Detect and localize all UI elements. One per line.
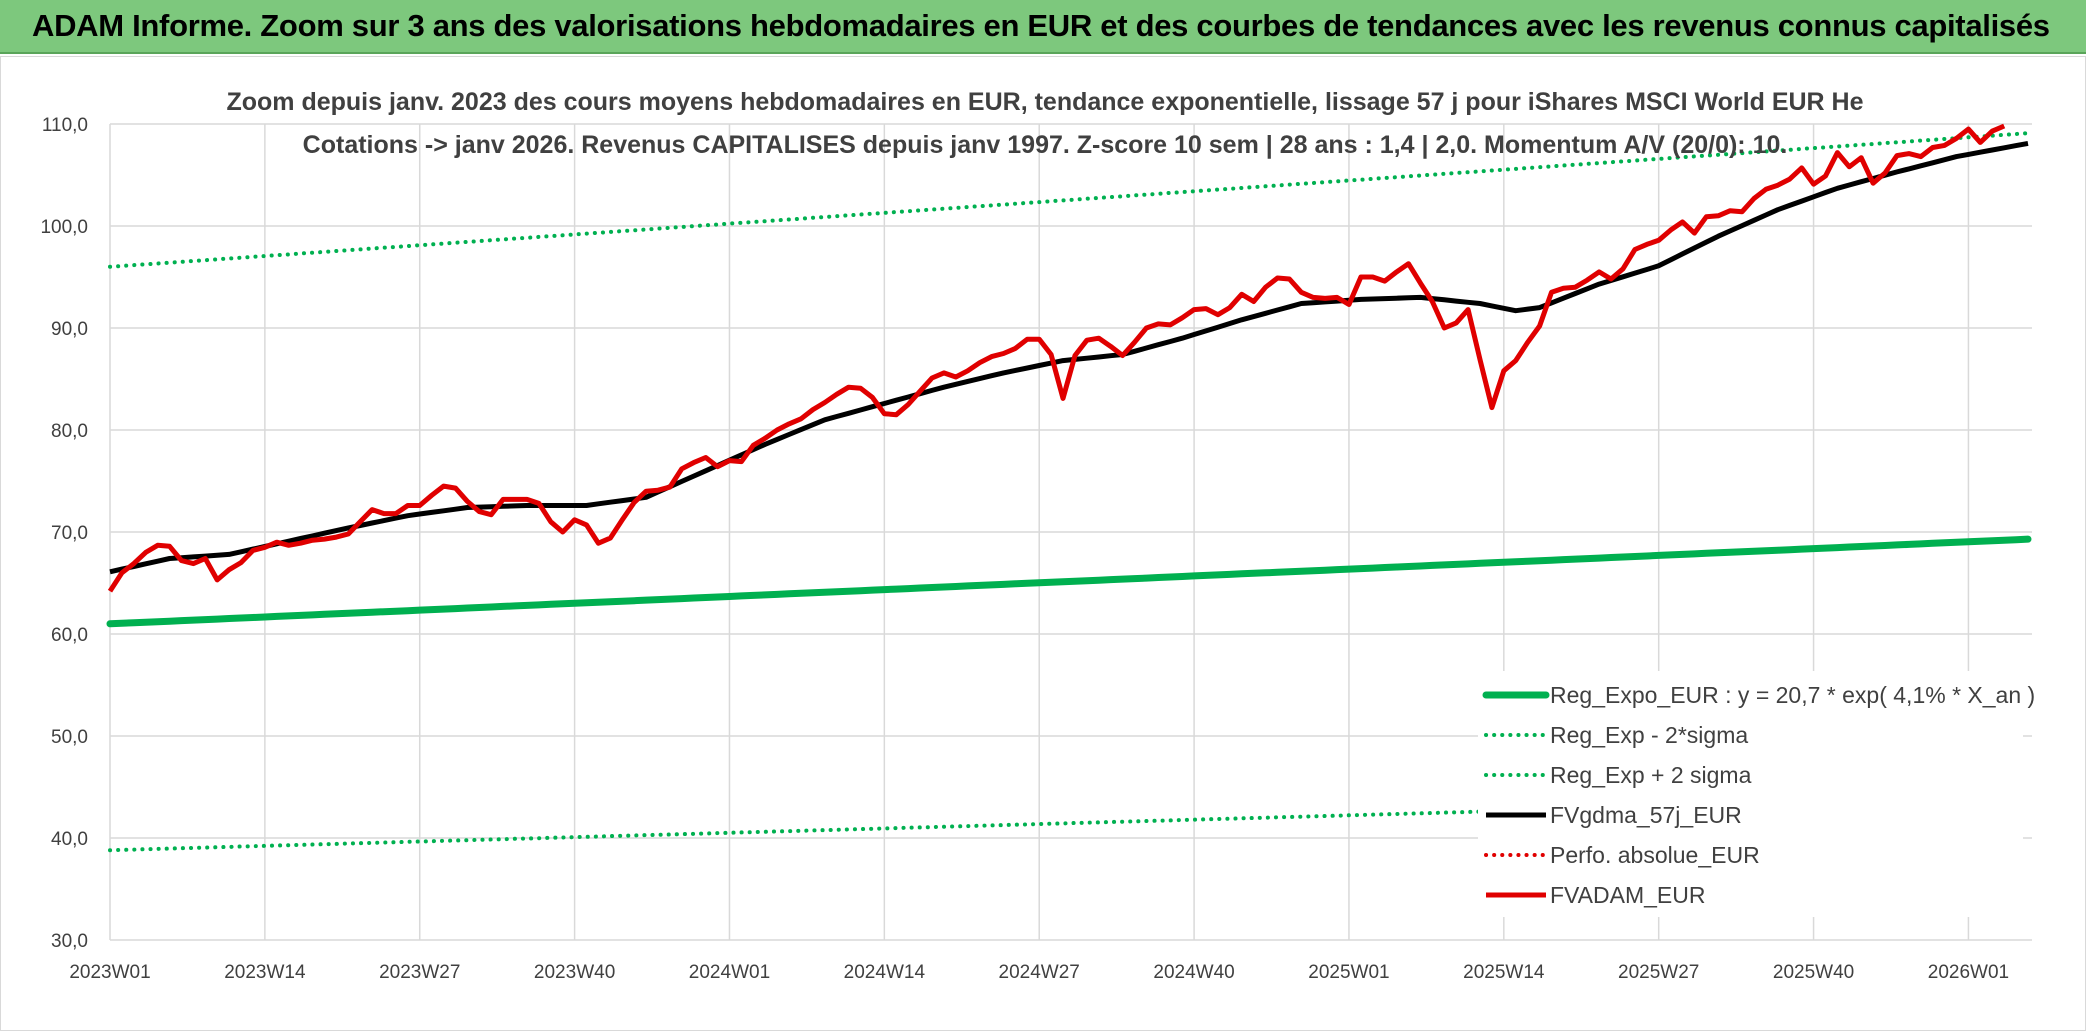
series-line-0 — [106, 535, 2032, 628]
x-tick-label: 2024W40 — [1153, 962, 1234, 983]
y-tick-label: 70,0 — [51, 523, 88, 544]
legend-entry: Reg_Exp + 2 sigma — [1550, 762, 1752, 788]
x-tick-label: 2024W01 — [689, 962, 770, 983]
chart-title-line: Zoom depuis janv. 2023 des cours moyens … — [226, 88, 1863, 116]
x-tick-label: 2025W01 — [1308, 962, 1389, 983]
y-tick-label: 30,0 — [51, 931, 88, 952]
legend-box — [1478, 671, 2023, 917]
x-tick-label: 2023W01 — [69, 962, 150, 983]
series-line-5 — [107, 123, 2006, 593]
y-tick-label: 40,0 — [51, 829, 88, 850]
x-tick-label: 2025W40 — [1773, 962, 1854, 983]
x-tick-label: 2023W27 — [379, 962, 460, 983]
legend-entry: Reg_Expo_EUR : y = 20,7 * exp( 4,1% * X_… — [1550, 682, 2035, 708]
chart-title-line: Cotations -> janv 2026. Revenus CAPITALI… — [303, 131, 1788, 159]
report-banner-title: ADAM Informe. Zoom sur 3 ans des valoris… — [32, 8, 2050, 43]
y-tick-label: 80,0 — [51, 421, 88, 442]
series-line-3 — [109, 140, 2029, 575]
x-tick-label: 2023W40 — [534, 962, 615, 983]
x-tick-label: 2026W01 — [1928, 962, 2009, 983]
y-tick-label: 110,0 — [42, 115, 88, 136]
x-tick-label: 2025W14 — [1463, 962, 1545, 983]
legend-entry: Perfo. absolue_EUR — [1550, 842, 1760, 868]
legend-entry: FVgdma_57j_EUR — [1550, 802, 1742, 828]
y-tick-label: 60,0 — [51, 625, 88, 646]
x-tick-label: 2024W27 — [999, 962, 1080, 983]
series-line-2 — [108, 131, 2030, 269]
report-banner: ADAM Informe. Zoom sur 3 ans des valoris… — [0, 0, 2086, 54]
y-tick-label: 100,0 — [40, 217, 88, 238]
x-tick-label: 2023W14 — [224, 962, 306, 983]
y-tick-label: 50,0 — [51, 727, 88, 748]
y-tick-label: 90,0 — [51, 319, 88, 340]
legend-entry: Reg_Exp - 2*sigma — [1550, 722, 1748, 748]
x-tick-label: 2024W14 — [844, 962, 926, 983]
legend-entry: FVADAM_EUR — [1550, 882, 1706, 908]
x-tick-label: 2025W27 — [1618, 962, 1699, 983]
